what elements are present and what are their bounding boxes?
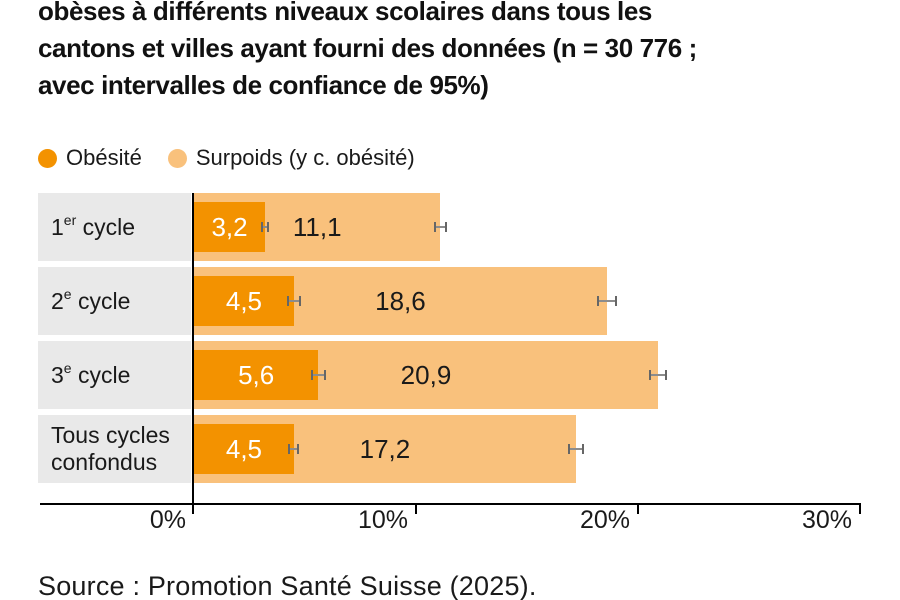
error-bar-line bbox=[287, 300, 301, 302]
error-bar-cap bbox=[649, 370, 652, 380]
error-bar-cap bbox=[298, 296, 301, 306]
bar-value-surpoids: 17,2 bbox=[359, 434, 411, 464]
error-bar-cap bbox=[581, 444, 584, 454]
error-bar-cap bbox=[260, 222, 263, 232]
bar-obesite bbox=[194, 276, 294, 326]
error-bar-cap bbox=[288, 444, 291, 454]
error-bar-cap bbox=[445, 222, 448, 232]
error-bar-line bbox=[310, 374, 327, 376]
axis-tick-label: 30% bbox=[801, 506, 852, 534]
legend-item-surpoids: Surpoids (y c. obésité) bbox=[167, 145, 415, 171]
chart-row: 2e cycle 4,5 18,6 bbox=[0, 267, 900, 335]
bar-value-obesite: 4,5 bbox=[225, 434, 263, 464]
axis-tick bbox=[637, 503, 639, 514]
x-axis-line bbox=[40, 503, 861, 505]
chart-row: Tous cycles confondus 4,5 17,2 bbox=[0, 415, 900, 483]
error-bar bbox=[433, 222, 448, 232]
category-label: Tous cycles confondus bbox=[38, 415, 191, 483]
legend-label: Obésité bbox=[66, 145, 142, 170]
bar-value-obesite: 3,2 bbox=[211, 212, 248, 242]
error-bar-line bbox=[288, 448, 300, 450]
error-bar-line bbox=[433, 226, 448, 228]
bar-obesite bbox=[194, 350, 319, 400]
category-label: 3e cycle bbox=[38, 341, 191, 409]
error-bar-cap bbox=[664, 370, 667, 380]
bar-chart: 1er cycle 3,2 11,1 2e cycle 4,5 18,6 3e cycle 5… bbox=[0, 193, 900, 483]
axis-tick-label: 0% bbox=[149, 506, 186, 534]
error-bar-line bbox=[649, 374, 667, 376]
error-bar-cap bbox=[433, 222, 436, 232]
bar-value-surpoids: 18,6 bbox=[375, 286, 426, 316]
error-bar-cap bbox=[596, 296, 599, 306]
bar-value-obesite: 4,5 bbox=[225, 286, 263, 316]
legend-label: Surpoids (y c. obésité) bbox=[195, 145, 415, 170]
error-bar-cap bbox=[568, 444, 571, 454]
chart-baseline bbox=[192, 193, 194, 514]
bar-value-surpoids: 20,9 bbox=[400, 360, 452, 390]
chart-row: 3e cycle 5,6 20,9 bbox=[0, 341, 900, 409]
error-bar bbox=[310, 370, 327, 380]
title-line: avec intervalles de confiance de 95%) bbox=[38, 70, 489, 100]
error-bar-line bbox=[596, 300, 617, 302]
error-bar-cap bbox=[297, 444, 300, 454]
chart-row: 1er cycle 3,2 11,1 bbox=[0, 193, 900, 261]
legend: Obésité Surpoids (y c. obésité) bbox=[38, 145, 441, 171]
category-label: 2e cycle bbox=[38, 267, 191, 335]
error-bar bbox=[260, 222, 270, 232]
bar-obesite bbox=[194, 424, 294, 474]
axis-tick-label: 10% bbox=[357, 506, 408, 534]
error-bar-line bbox=[568, 448, 584, 450]
axis-tick-label: 20% bbox=[579, 506, 630, 534]
error-bar-cap bbox=[324, 370, 327, 380]
error-bar-cap bbox=[287, 296, 290, 306]
legend-dot-icon bbox=[167, 148, 187, 168]
legend-item-obesite: Obésité bbox=[38, 145, 142, 171]
figure-title: obèses à différents niveaux scolaires da… bbox=[38, 0, 868, 104]
error-bar bbox=[568, 444, 584, 454]
category-label: 1er cycle bbox=[38, 193, 191, 261]
source-text: Source : Promotion Santé Suisse (2025). bbox=[38, 571, 537, 600]
error-bar bbox=[287, 296, 301, 306]
error-bar-cap bbox=[310, 370, 313, 380]
axis-tick bbox=[415, 503, 417, 514]
bar-obesite bbox=[194, 202, 266, 252]
bar-value-surpoids: 11,1 bbox=[292, 212, 342, 242]
error-bar bbox=[288, 444, 300, 454]
error-bar-line bbox=[260, 226, 270, 228]
title-line: cantons et villes ayant fourni des donné… bbox=[38, 33, 697, 63]
error-bar-cap bbox=[267, 222, 270, 232]
error-bar bbox=[596, 296, 617, 306]
bar-value-obesite: 5,6 bbox=[238, 360, 275, 390]
error-bar-cap bbox=[614, 296, 617, 306]
error-bar bbox=[649, 370, 667, 380]
legend-dot-icon bbox=[38, 148, 57, 168]
title-line: obèses à différents niveaux scolaires da… bbox=[38, 0, 652, 26]
axis-tick bbox=[859, 503, 861, 514]
